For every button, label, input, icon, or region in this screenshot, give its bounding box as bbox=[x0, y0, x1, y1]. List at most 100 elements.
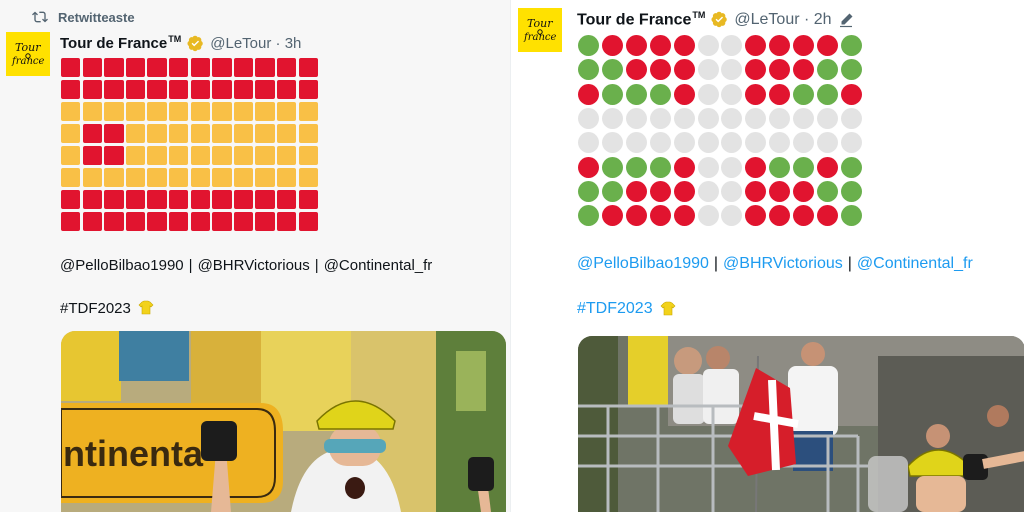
left-tweet[interactable]: Retwitteaste Tour france Tour de FranceT… bbox=[0, 0, 510, 512]
mention-link[interactable]: @BHRVictorious bbox=[197, 257, 310, 274]
emoji-square bbox=[190, 212, 210, 232]
emoji-circle bbox=[817, 107, 838, 129]
emoji-circle bbox=[649, 205, 671, 227]
emoji-circle bbox=[578, 107, 599, 129]
emoji-square bbox=[61, 168, 81, 188]
emoji-square bbox=[298, 102, 318, 122]
emoji-circle bbox=[769, 205, 791, 227]
emoji-square bbox=[61, 190, 81, 210]
emoji-square bbox=[61, 146, 81, 166]
spain-flag-emoji-grid bbox=[61, 58, 318, 232]
tweet-time[interactable]: 2h bbox=[813, 10, 832, 28]
emoji-square bbox=[277, 124, 297, 144]
emoji-circle bbox=[817, 180, 838, 202]
emoji-circle bbox=[745, 107, 767, 129]
author-handle[interactable]: @LeTour bbox=[210, 34, 272, 52]
emoji-circle bbox=[625, 107, 647, 129]
emoji-square bbox=[212, 124, 232, 144]
emoji-circle bbox=[625, 180, 647, 202]
emoji-circle bbox=[673, 35, 695, 56]
emoji-circle bbox=[625, 132, 647, 154]
emoji-circle bbox=[840, 35, 862, 56]
emoji-circle bbox=[625, 59, 647, 81]
mention-link[interactable]: @BHRVictorious bbox=[723, 255, 843, 272]
hashtag-line: #TDF2023 bbox=[577, 300, 677, 318]
emoji-circle bbox=[578, 59, 599, 81]
emoji-circle bbox=[673, 156, 695, 178]
svg-text:france: france bbox=[523, 32, 556, 43]
emoji-square bbox=[233, 58, 254, 78]
author-name[interactable]: Tour de FranceTM bbox=[60, 34, 182, 52]
yellow-jersey-emoji-icon bbox=[660, 301, 676, 316]
tour-de-france-logo-icon: Tour france bbox=[11, 41, 44, 67]
emoji-square bbox=[255, 190, 275, 210]
emoji-square bbox=[169, 80, 189, 100]
emoji-circle bbox=[721, 156, 743, 178]
emoji-square bbox=[104, 80, 124, 100]
tweet-header: Tour de FranceTM @LeTour · 3h bbox=[60, 34, 302, 52]
emoji-square bbox=[104, 168, 124, 188]
author-avatar[interactable]: Tour france bbox=[6, 32, 50, 76]
emoji-circle bbox=[625, 205, 647, 227]
emoji-square bbox=[104, 190, 124, 210]
emoji-circle bbox=[697, 156, 719, 178]
emoji-square bbox=[82, 124, 102, 144]
tweet-time[interactable]: 3h bbox=[284, 34, 302, 52]
emoji-circle bbox=[673, 205, 695, 227]
emoji-circle bbox=[793, 156, 815, 178]
emoji-square bbox=[125, 124, 146, 144]
mention-link[interactable]: @Continental_fr bbox=[856, 255, 973, 272]
emoji-square bbox=[82, 102, 102, 122]
tweet-media-photo[interactable]: ntinenta bbox=[61, 331, 506, 512]
emoji-circle bbox=[793, 59, 815, 81]
emoji-circle bbox=[721, 35, 743, 56]
emoji-square bbox=[212, 102, 232, 122]
mention-link[interactable]: @PelloBilbao1990 bbox=[60, 257, 184, 274]
emoji-circle bbox=[817, 156, 838, 178]
emoji-circle bbox=[625, 156, 647, 178]
emoji-circle bbox=[673, 132, 695, 154]
emoji-square bbox=[125, 190, 146, 210]
emoji-square bbox=[277, 80, 297, 100]
emoji-square bbox=[169, 102, 189, 122]
author-name[interactable]: Tour de FranceTM bbox=[577, 10, 706, 29]
emoji-square bbox=[147, 168, 167, 188]
emoji-square bbox=[169, 168, 189, 188]
emoji-circle bbox=[649, 83, 671, 105]
emoji-square bbox=[233, 102, 254, 122]
emoji-square bbox=[190, 102, 210, 122]
emoji-circle bbox=[578, 156, 599, 178]
emoji-circle bbox=[745, 35, 767, 56]
emoji-circle bbox=[817, 83, 838, 105]
emoji-square bbox=[82, 168, 102, 188]
emoji-circle bbox=[578, 205, 599, 227]
emoji-circle bbox=[840, 180, 862, 202]
emoji-square bbox=[82, 146, 102, 166]
author-avatar[interactable]: Tour france bbox=[518, 8, 562, 52]
emoji-square bbox=[255, 168, 275, 188]
edited-pencil-icon[interactable] bbox=[838, 12, 854, 28]
tweet-media-photo[interactable] bbox=[578, 336, 1024, 512]
emoji-circle bbox=[745, 83, 767, 105]
right-tweet[interactable]: Tour france Tour de FranceTM @LeTour · 2… bbox=[510, 0, 1024, 512]
hashtag-link[interactable]: #TDF2023 bbox=[60, 299, 131, 317]
hashtag-link[interactable]: #TDF2023 bbox=[577, 300, 653, 317]
emoji-circle bbox=[578, 83, 599, 105]
svg-text:france: france bbox=[11, 56, 44, 67]
emoji-circle bbox=[649, 156, 671, 178]
mention-link[interactable]: @Continental_fr bbox=[323, 257, 433, 274]
emoji-square bbox=[212, 190, 232, 210]
emoji-square bbox=[82, 58, 102, 78]
author-handle[interactable]: @LeTour bbox=[734, 10, 800, 28]
emoji-square bbox=[147, 124, 167, 144]
mention-link[interactable]: @PelloBilbao1990 bbox=[577, 255, 709, 272]
emoji-circle bbox=[601, 83, 623, 105]
emoji-circle bbox=[625, 83, 647, 105]
emoji-square bbox=[255, 58, 275, 78]
emoji-circle bbox=[601, 205, 623, 227]
emoji-square bbox=[169, 190, 189, 210]
emoji-circle bbox=[697, 107, 719, 129]
tweet-header: Tour de FranceTM @LeTour · 2h bbox=[577, 10, 854, 29]
emoji-circle bbox=[840, 83, 862, 105]
emoji-square bbox=[277, 58, 297, 78]
